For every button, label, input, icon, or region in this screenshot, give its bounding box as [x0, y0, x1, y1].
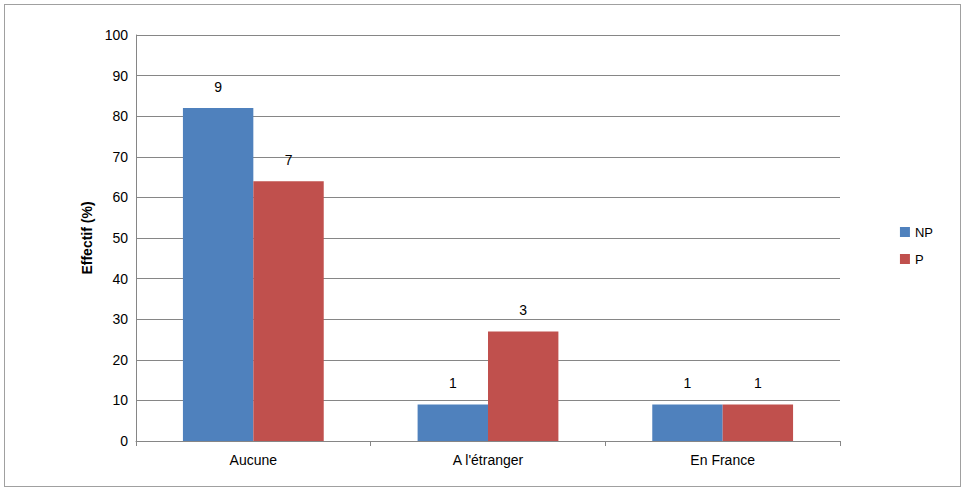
svg-text:50: 50 [112, 230, 128, 246]
svg-text:1: 1 [449, 375, 457, 391]
svg-text:1: 1 [754, 375, 762, 391]
svg-text:80: 80 [112, 108, 128, 124]
svg-text:Effectif (%): Effectif (%) [79, 201, 95, 274]
svg-text:3: 3 [519, 302, 527, 318]
svg-text:90: 90 [112, 68, 128, 84]
svg-text:NP: NP [915, 225, 933, 240]
svg-text:0: 0 [120, 433, 128, 449]
svg-text:20: 20 [112, 352, 128, 368]
svg-text:30: 30 [112, 311, 128, 327]
svg-text:70: 70 [112, 149, 128, 165]
svg-text:P: P [915, 252, 924, 267]
svg-text:40: 40 [112, 271, 128, 287]
svg-text:100: 100 [105, 27, 129, 43]
svg-text:60: 60 [112, 189, 128, 205]
svg-text:En France: En France [690, 452, 755, 468]
svg-text:7: 7 [285, 152, 293, 168]
svg-text:1: 1 [684, 375, 692, 391]
svg-text:Aucune: Aucune [230, 452, 278, 468]
svg-text:9: 9 [214, 79, 222, 95]
svg-text:10: 10 [112, 392, 128, 408]
svg-text:A l'étranger: A l'étranger [453, 452, 524, 468]
